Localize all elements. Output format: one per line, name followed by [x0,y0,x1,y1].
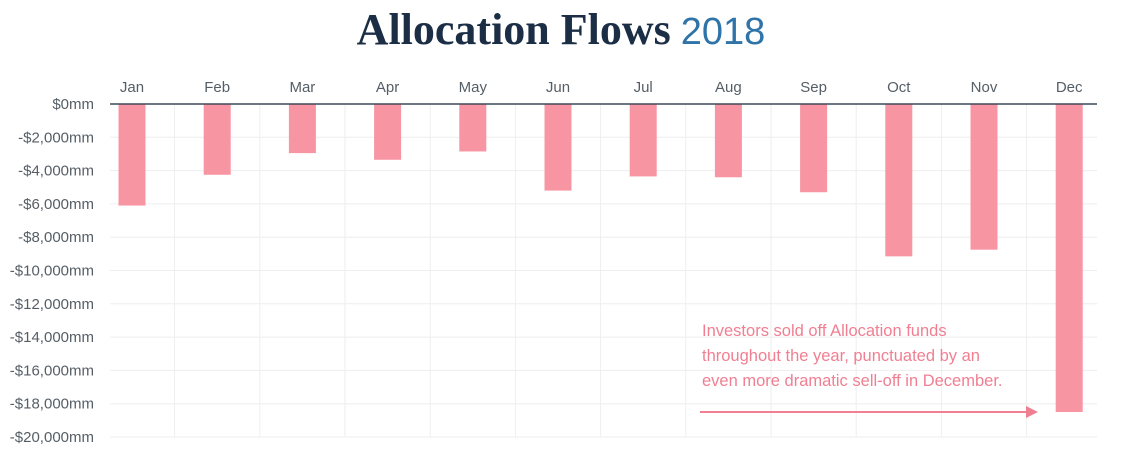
bar-jun [544,104,572,191]
y-tick-label: -$4,000mm [18,163,94,180]
bar-may [459,104,487,152]
annotation-line-1: Investors sold off Allocation funds [702,322,947,340]
grid-lines [110,104,1097,438]
x-axis-ticks: Jan Feb Mar Apr May Jun Jul Aug Sep Oct Nov Dec [120,79,1083,96]
bar-sep [800,104,828,193]
annotation-line-2: throughout the year, punctuated by an [702,347,980,365]
y-tick-label: $0mm [52,96,94,113]
bar-apr [374,104,402,160]
x-tick-label-feb: Feb [204,79,230,96]
y-tick-label: -$2,000mm [18,129,94,146]
bar-oct [885,104,913,257]
bar-jul [629,104,657,177]
x-tick-label-mar: Mar [289,79,315,96]
y-tick-label: -$20,000mm [10,429,94,446]
x-tick-label-nov: Nov [971,79,998,96]
chart-title-main: Allocation Flows [356,5,671,54]
y-tick-label: -$6,000mm [18,196,94,213]
y-tick-label: -$10,000mm [10,263,94,280]
annotation-arrow-head [1026,406,1038,418]
chart-title: Allocation Flows 2018 [0,4,1122,56]
bar-mar [288,104,316,154]
x-tick-label-sep: Sep [800,79,827,96]
x-tick-label-jun: Jun [546,79,570,96]
annotation: Investors sold off Allocation funds thro… [700,322,1038,418]
x-tick-label-jan: Jan [120,79,144,96]
bar-nov [970,104,998,250]
x-tick-label-dec: Dec [1056,79,1083,96]
y-tick-label: -$18,000mm [10,396,94,413]
bar-jan [118,104,146,206]
x-tick-label-jul: Jul [634,79,653,96]
x-tick-label-apr: Apr [376,79,399,96]
y-tick-label: -$16,000mm [10,362,94,379]
x-tick-label-may: May [459,79,488,96]
chart-title-year: 2018 [680,11,766,53]
bar-aug [714,104,742,178]
y-tick-label: -$12,000mm [10,296,94,313]
y-axis-ticks: $0mm -$2,000mm -$4,000mm -$6,000mm -$8,000mm… [10,96,94,446]
y-tick-label: -$14,000mm [10,329,94,346]
x-tick-label-aug: Aug [715,79,742,96]
x-tick-label-oct: Oct [887,79,911,96]
bar-dec [1055,104,1083,413]
bars-group [118,104,1083,413]
y-tick-label: -$8,000mm [18,229,94,246]
bar-feb [203,104,231,175]
annotation-line-3: even more dramatic sell-off in December. [702,372,1003,390]
